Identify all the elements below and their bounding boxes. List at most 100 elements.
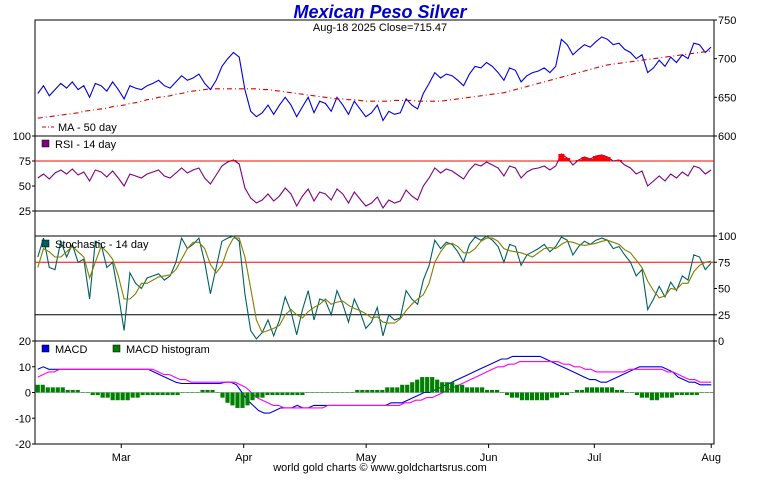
rsi-overbought-fill (575, 160, 582, 161)
ytick-label-price: 600 (718, 131, 736, 143)
histogram-bar (604, 387, 610, 393)
histogram-bar (495, 389, 500, 393)
ytick-label-stochastic: 0 (718, 336, 724, 348)
histogram-bar (435, 379, 440, 393)
histogram-bar (350, 392, 355, 393)
histogram-bar (430, 377, 435, 393)
histogram-bar (669, 392, 674, 398)
histogram-bar (699, 392, 704, 393)
histogram-bar (210, 389, 215, 393)
histogram-bar (554, 392, 560, 398)
rsi-overbought-fill (615, 160, 622, 161)
histogram-bar (130, 392, 135, 398)
histogram-bar (619, 389, 625, 393)
histogram-bar (455, 384, 460, 393)
histogram-bar (165, 392, 170, 396)
ytick-label-rsi: 25 (19, 206, 31, 218)
ytick-label-rsi: 75 (19, 156, 31, 168)
histogram-bar (55, 387, 60, 393)
series-line-ma-50-day (37, 50, 712, 119)
square-icon (41, 344, 50, 353)
histogram-bar (440, 382, 445, 393)
histogram-bar (75, 389, 80, 393)
ytick-label-macd: 10 (19, 362, 31, 374)
histogram-bar (170, 392, 175, 396)
series-line-signal (37, 361, 712, 409)
histogram-bar (684, 392, 689, 396)
xtick-label: Mar (112, 452, 131, 464)
histogram-bar (305, 392, 310, 393)
histogram-bar (400, 384, 405, 393)
histogram-bar (360, 389, 365, 393)
histogram-bar (395, 387, 400, 393)
histogram-bar (80, 392, 85, 393)
histogram-bar (220, 392, 225, 398)
histogram-bar (569, 392, 575, 393)
ytick-label-stochastic: 50 (718, 284, 730, 296)
rsi-overbought-fill (598, 155, 605, 161)
chart-subtitle: Aug-18 2025 Close=715.47 (0, 22, 760, 34)
histogram-bar (125, 392, 130, 401)
histogram-bar (649, 392, 654, 401)
rsi-overbought-fill (230, 160, 237, 161)
ytick-label-rsi: 100 (13, 131, 31, 143)
histogram-bar (200, 389, 205, 393)
histogram-bar (425, 377, 430, 393)
histogram-bar (594, 387, 600, 393)
rsi-overbought-fill (592, 156, 599, 161)
histogram-bar (559, 392, 565, 396)
xtick-label: Aug (701, 452, 721, 464)
histogram-bar (60, 387, 65, 393)
histogram-bar (420, 377, 425, 393)
histogram-bar (175, 392, 180, 396)
histogram-bar (664, 392, 669, 398)
histogram-bar (564, 392, 570, 396)
histogram-bar (475, 387, 480, 393)
histogram-bar (40, 384, 45, 393)
ytick-label-macd: -10 (15, 413, 31, 425)
ytick-label-stochastic: 75 (718, 257, 730, 269)
histogram-bar (250, 392, 255, 401)
rsi-overbought-fill (604, 157, 611, 161)
histogram-bar (340, 392, 345, 393)
histogram-bar (90, 392, 95, 396)
histogram-bar (385, 387, 390, 393)
histogram-bar (185, 392, 190, 393)
histogram-bar (549, 392, 555, 398)
histogram-bar (704, 392, 709, 393)
histogram-bar (235, 392, 240, 408)
histogram-bar (460, 384, 465, 393)
histogram-bar (120, 392, 125, 401)
legend-label: MA - 50 day (58, 122, 117, 134)
series-line--k (37, 235, 712, 340)
histogram-bar (490, 389, 495, 393)
ytick-label-stochastic: 25 (718, 310, 730, 322)
histogram-bar (539, 392, 545, 401)
histogram-bar (195, 392, 200, 393)
square-icon (41, 239, 50, 248)
histogram-bar (100, 392, 105, 398)
chart-footer: world gold charts © www.goldchartsrus.co… (273, 462, 487, 474)
ytick-label-price: 750 (718, 15, 736, 27)
histogram-bar (300, 392, 305, 396)
histogram-bar (634, 392, 639, 396)
histogram-bar (445, 382, 450, 393)
histogram-bar (674, 392, 679, 396)
histogram-bar (290, 392, 295, 396)
legend-label: RSI - 14 day (55, 139, 117, 151)
histogram-bar (260, 392, 265, 398)
histogram-bar (135, 392, 140, 398)
histogram-bar (370, 389, 375, 393)
subtitle-date: Aug-18 2025 (312, 22, 376, 34)
ytick-label-price: 700 (718, 54, 736, 66)
histogram-bar (470, 387, 475, 393)
histogram-bar (390, 387, 395, 393)
histogram-bar (70, 389, 75, 393)
histogram-bar (450, 382, 455, 393)
ytick-label-macd: 0 (25, 388, 31, 400)
xtick-label: Apr (235, 452, 252, 464)
histogram-bar (415, 379, 420, 393)
histogram-bar (375, 389, 380, 393)
histogram-bar (524, 392, 530, 401)
